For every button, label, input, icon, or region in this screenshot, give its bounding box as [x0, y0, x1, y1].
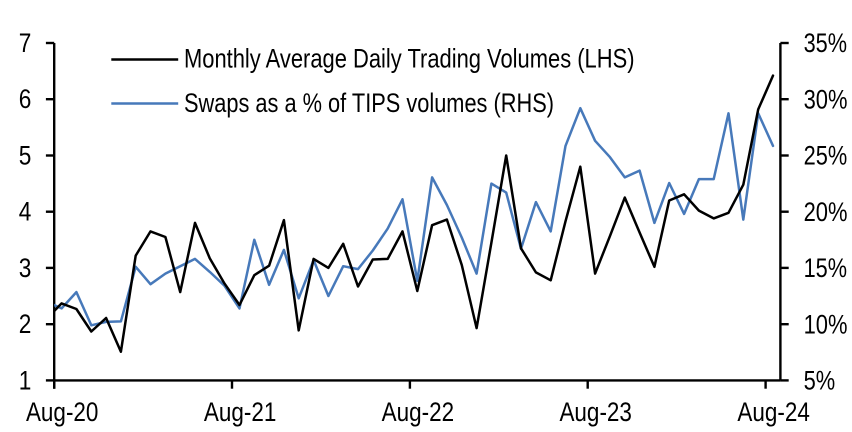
- svg-text:1: 1: [19, 365, 32, 395]
- svg-text:15%: 15%: [804, 253, 847, 283]
- svg-text:Aug-22: Aug-22: [382, 397, 455, 427]
- svg-text:Aug-21: Aug-21: [204, 397, 277, 427]
- svg-text:3: 3: [19, 253, 32, 283]
- svg-text:6: 6: [19, 84, 32, 114]
- svg-text:Aug-20: Aug-20: [26, 397, 99, 427]
- svg-text:Monthly Average Daily Trading: Monthly Average Daily Trading Volumes (L…: [184, 44, 635, 74]
- svg-text:25%: 25%: [804, 141, 848, 171]
- svg-text:4: 4: [19, 197, 32, 227]
- svg-text:30%: 30%: [804, 84, 848, 114]
- svg-text:5%: 5%: [804, 366, 836, 396]
- svg-text:Aug-24: Aug-24: [737, 397, 810, 427]
- svg-text:Aug-23: Aug-23: [559, 397, 632, 427]
- svg-text:5: 5: [19, 141, 32, 171]
- svg-text:10%: 10%: [804, 309, 848, 339]
- svg-text:20%: 20%: [804, 197, 848, 227]
- svg-text:35%: 35%: [804, 28, 847, 58]
- svg-text:Swaps as a % of TIPS volumes (: Swaps as a % of TIPS volumes (RHS): [184, 88, 554, 118]
- svg-text:2: 2: [19, 309, 32, 339]
- svg-text:7: 7: [19, 28, 32, 58]
